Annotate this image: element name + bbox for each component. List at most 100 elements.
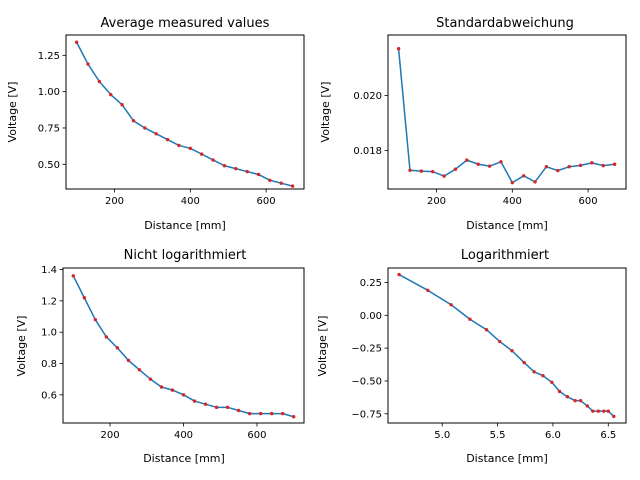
y-axis-label: Voltage [V]	[319, 82, 332, 143]
data-point	[612, 162, 617, 166]
data-point	[532, 370, 536, 374]
x-tick-label: 5.0	[434, 430, 450, 441]
data-point	[590, 161, 594, 165]
data-point	[268, 178, 272, 182]
chart-title: Average measured values	[101, 16, 270, 31]
data-point	[82, 296, 87, 300]
data-point	[565, 395, 570, 399]
data-point	[408, 168, 412, 172]
chart-title: Logarithmiert	[461, 248, 549, 263]
series-line	[75, 41, 293, 187]
data-point	[225, 405, 230, 410]
data-point	[476, 162, 480, 166]
data-point	[465, 158, 469, 162]
y-tick-label: 0.50	[38, 160, 60, 171]
ticks: 200 400 600 0.50 0.75 1.00 1.25	[38, 51, 276, 207]
data-point	[510, 349, 514, 353]
data-point	[177, 143, 181, 148]
data-point	[602, 409, 606, 413]
ticks: 5.0 5.5 6.0 6.5 −0.75 −0.50 −0.25 0.00 0.25	[351, 278, 616, 441]
data-point	[148, 377, 153, 381]
data-point	[86, 62, 90, 66]
data-point	[154, 132, 158, 136]
chart-title: Nicht logarithmiert	[124, 248, 247, 263]
data-point	[601, 163, 605, 168]
data-point	[612, 414, 616, 419]
data-point	[188, 146, 193, 151]
data-point	[541, 374, 545, 378]
data-point	[556, 168, 560, 173]
data-point	[290, 184, 295, 188]
data-point	[203, 402, 208, 406]
y-tick-label: 0.8	[41, 359, 57, 370]
x-tick-label: 600	[579, 196, 598, 207]
y-tick-label: 0.018	[353, 146, 382, 157]
y-axis-label: Voltage [V]	[15, 316, 28, 377]
series-line	[397, 48, 615, 184]
data-point	[557, 389, 562, 394]
x-tick-label: 400	[181, 196, 200, 207]
y-tick-label: −0.50	[351, 376, 382, 387]
data-point	[419, 169, 424, 173]
data-point	[165, 137, 170, 142]
data-point	[159, 385, 164, 389]
data-point	[247, 411, 252, 416]
data-point	[487, 164, 492, 168]
y-tick-label: 1.00	[38, 87, 60, 98]
panel-std-deviation: Standardabweichung 200 400 600 0.018 0.020 D…	[319, 16, 627, 232]
panel-log: Logarithmiert 5.0 5.5 6.0 6.5 −0.75 −0.50 −0.2…	[316, 248, 627, 465]
data-point	[131, 119, 136, 123]
plot-area	[71, 274, 296, 419]
data-point	[522, 360, 526, 365]
y-tick-label: 0.25	[360, 278, 382, 289]
data-point	[585, 404, 589, 408]
y-tick-label: −0.25	[351, 344, 382, 355]
axes-frame	[62, 267, 305, 424]
y-tick-label: 1.4	[41, 265, 57, 276]
data-point	[606, 409, 610, 413]
ticks: 200 400 600 0.6 0.8 1.0 1.2 1.4	[41, 265, 266, 441]
data-point	[591, 409, 595, 413]
data-point	[498, 339, 502, 344]
data-point	[126, 358, 131, 363]
data-point	[181, 393, 186, 397]
data-point	[544, 165, 549, 169]
chart-title: Standardabweichung	[436, 16, 574, 31]
plot-area	[74, 40, 295, 188]
data-point	[211, 158, 215, 162]
data-point	[104, 335, 109, 339]
data-point	[449, 303, 453, 307]
data-point	[74, 40, 79, 44]
data-point	[199, 152, 204, 156]
axes-frame	[387, 34, 627, 190]
x-axis-label: Distance [mm]	[466, 219, 548, 232]
y-tick-label: −0.75	[351, 409, 382, 420]
series-line	[398, 273, 615, 417]
panel-average: Average measured values 200 400 600 0.50 0.7…	[6, 16, 305, 232]
plot-area	[396, 47, 617, 185]
data-point	[431, 169, 435, 174]
data-point	[245, 169, 249, 174]
y-axis-label: Voltage [V]	[316, 316, 329, 377]
data-point	[214, 405, 219, 410]
data-point	[120, 103, 124, 107]
data-point	[170, 388, 175, 392]
data-point	[292, 415, 296, 419]
data-point	[236, 408, 241, 413]
y-tick-label: 1.25	[38, 51, 60, 62]
data-point	[499, 160, 503, 164]
data-point	[93, 317, 98, 322]
data-point	[468, 317, 472, 321]
data-point	[397, 272, 401, 277]
data-point	[192, 399, 197, 403]
x-tick-label: 600	[247, 430, 266, 441]
y-tick-label: 0.6	[41, 390, 57, 401]
y-tick-label: 0.020	[353, 91, 382, 102]
x-tick-label: 6.0	[545, 430, 561, 441]
axes-frame	[65, 34, 305, 190]
x-tick-label: 400	[174, 430, 193, 441]
data-point	[97, 79, 102, 84]
x-tick-label: 200	[100, 430, 119, 441]
data-point	[573, 398, 577, 403]
